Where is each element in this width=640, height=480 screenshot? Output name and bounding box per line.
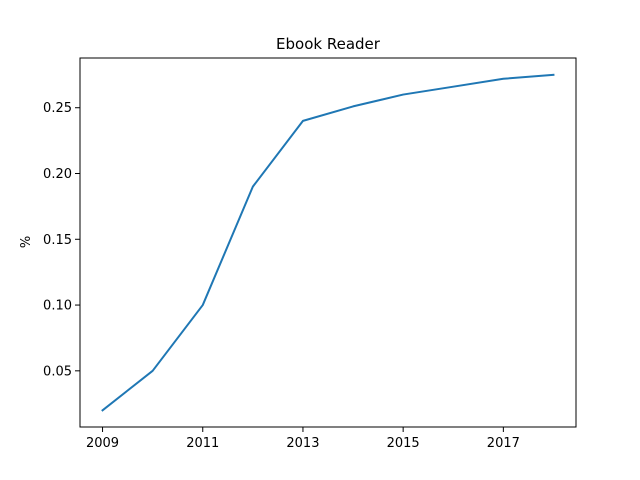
x-tick-label: 2011 [186,436,219,451]
x-tick-label: 2015 [387,436,420,451]
y-tick-label: 0.20 [43,167,72,182]
y-tick-label: 0.05 [43,364,72,379]
y-tick-label: 0.15 [43,233,72,248]
x-tick-label: 2017 [487,436,520,451]
series-line [101,73,555,412]
x-tick-label: 2013 [286,436,319,451]
x-tick-label: 2009 [86,436,119,451]
axes-frame [79,57,577,428]
y-tick-label: 0.25 [43,101,72,116]
chart-title: Ebook Reader [276,35,381,53]
y-axis-title: % [19,236,34,248]
plot-area: 2009 2011 2013 2015 2017 0.05 0.10 0.15 0.20 0.25 [43,57,577,451]
y-tick-label: 0.10 [43,299,72,314]
